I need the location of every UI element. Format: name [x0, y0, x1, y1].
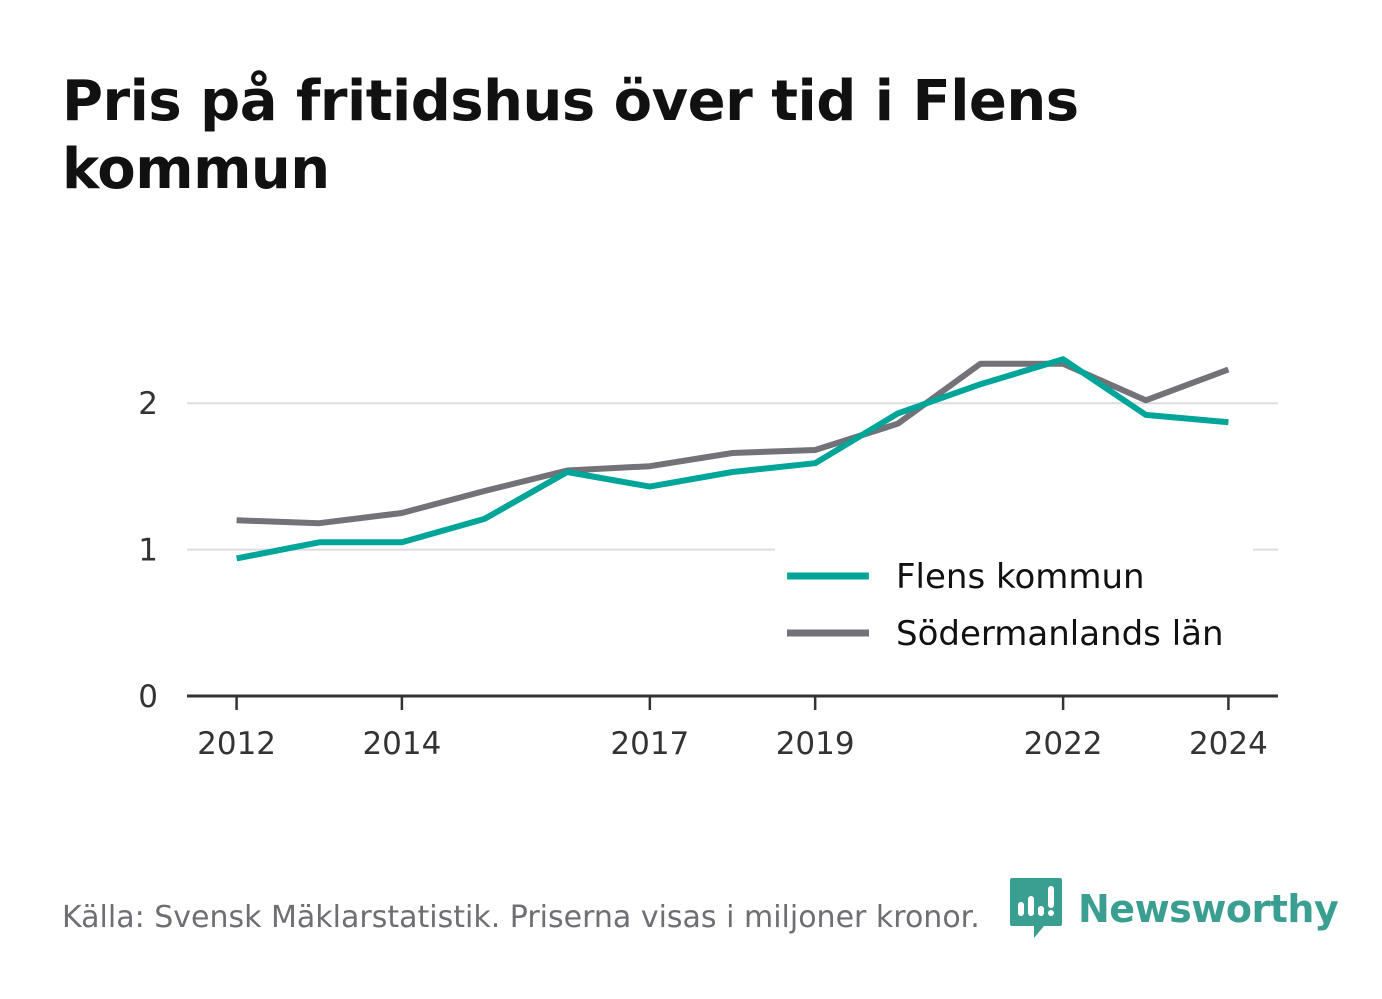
series-line-0 — [236, 356, 1229, 562]
x-tick-label: 2024 — [1189, 726, 1268, 762]
y-tick-label: 1 — [138, 533, 158, 569]
x-tick-label: 2017 — [610, 726, 689, 762]
grid-lines — [187, 402, 1278, 551]
series-lines — [236, 356, 1230, 562]
chart-title: Pris på fritidshus över tid i Flens komm… — [62, 69, 1079, 202]
brand-name: Newsworthy — [1078, 887, 1339, 931]
axes: 0 1 2 2012 2014 2017 2019 2022 2024 — [138, 386, 1278, 762]
y-tick-label: 0 — [138, 679, 158, 715]
y-tick-label: 2 — [138, 386, 158, 422]
series-line-1 — [236, 360, 1230, 527]
legend-background — [775, 548, 1253, 668]
x-tick-label: 2014 — [362, 726, 441, 762]
legend-label: Flens kommun — [896, 557, 1145, 597]
x-tick-label: 2022 — [1024, 726, 1103, 762]
legend-label: Södermanlands län — [896, 614, 1224, 654]
brand-logo: Newsworthy — [1010, 878, 1339, 940]
x-tick-label: 2019 — [776, 726, 855, 762]
source-note: Källa: Svensk Mäklarstatistik. Priserna … — [62, 900, 980, 935]
legend: Flens kommun Södermanlands län — [775, 548, 1253, 668]
newsworthy-logo-icon — [1010, 878, 1062, 938]
x-tick-label: 2012 — [197, 726, 276, 762]
